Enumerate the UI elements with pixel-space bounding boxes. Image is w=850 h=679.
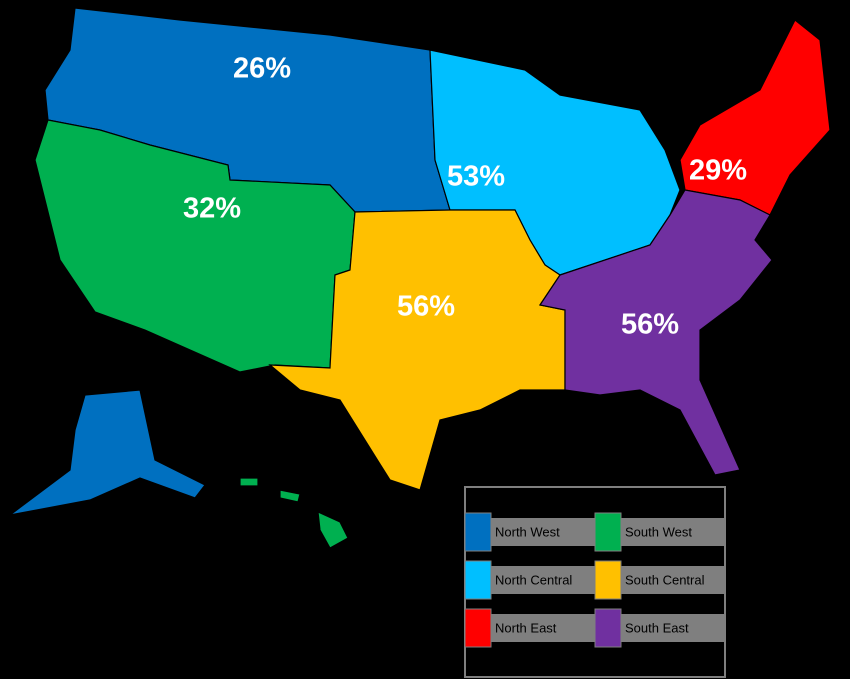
legend-label: South Central	[625, 572, 705, 587]
region-value-label: 56%	[621, 309, 679, 341]
region	[317, 511, 349, 549]
region	[268, 209, 566, 491]
legend-swatch	[464, 560, 492, 600]
legend-label-bg	[491, 566, 595, 594]
legend-label: South East	[625, 620, 689, 635]
legend-swatch	[464, 608, 492, 648]
region-value-label: 53%	[447, 161, 505, 193]
legend-label: North Central	[495, 572, 572, 587]
region	[539, 189, 773, 476]
legend-label-bg	[491, 518, 595, 546]
region	[239, 477, 259, 487]
legend-label: North East	[495, 620, 557, 635]
legend-label-bg	[621, 614, 725, 642]
legend-label: North West	[495, 524, 560, 539]
legend-label-bg	[621, 518, 725, 546]
legend-label-bg	[621, 566, 725, 594]
region-value-label: 32%	[183, 193, 241, 225]
legend-label: South West	[625, 524, 692, 539]
legend-swatch	[594, 560, 622, 600]
region-value-label: 26%	[233, 53, 291, 85]
legend-swatch	[464, 512, 492, 552]
legend: North West South West North Central South C…	[464, 512, 725, 648]
region-labels: 26% 32% 53% 56% 29% 56%	[183, 53, 747, 341]
regions	[9, 7, 831, 549]
region-value-label: 56%	[397, 291, 455, 323]
region	[9, 389, 206, 516]
legend-label-bg	[491, 614, 595, 642]
legend-swatch	[594, 608, 622, 648]
region-value-label: 29%	[689, 155, 747, 187]
legend-swatch	[594, 512, 622, 552]
region	[279, 489, 301, 503]
